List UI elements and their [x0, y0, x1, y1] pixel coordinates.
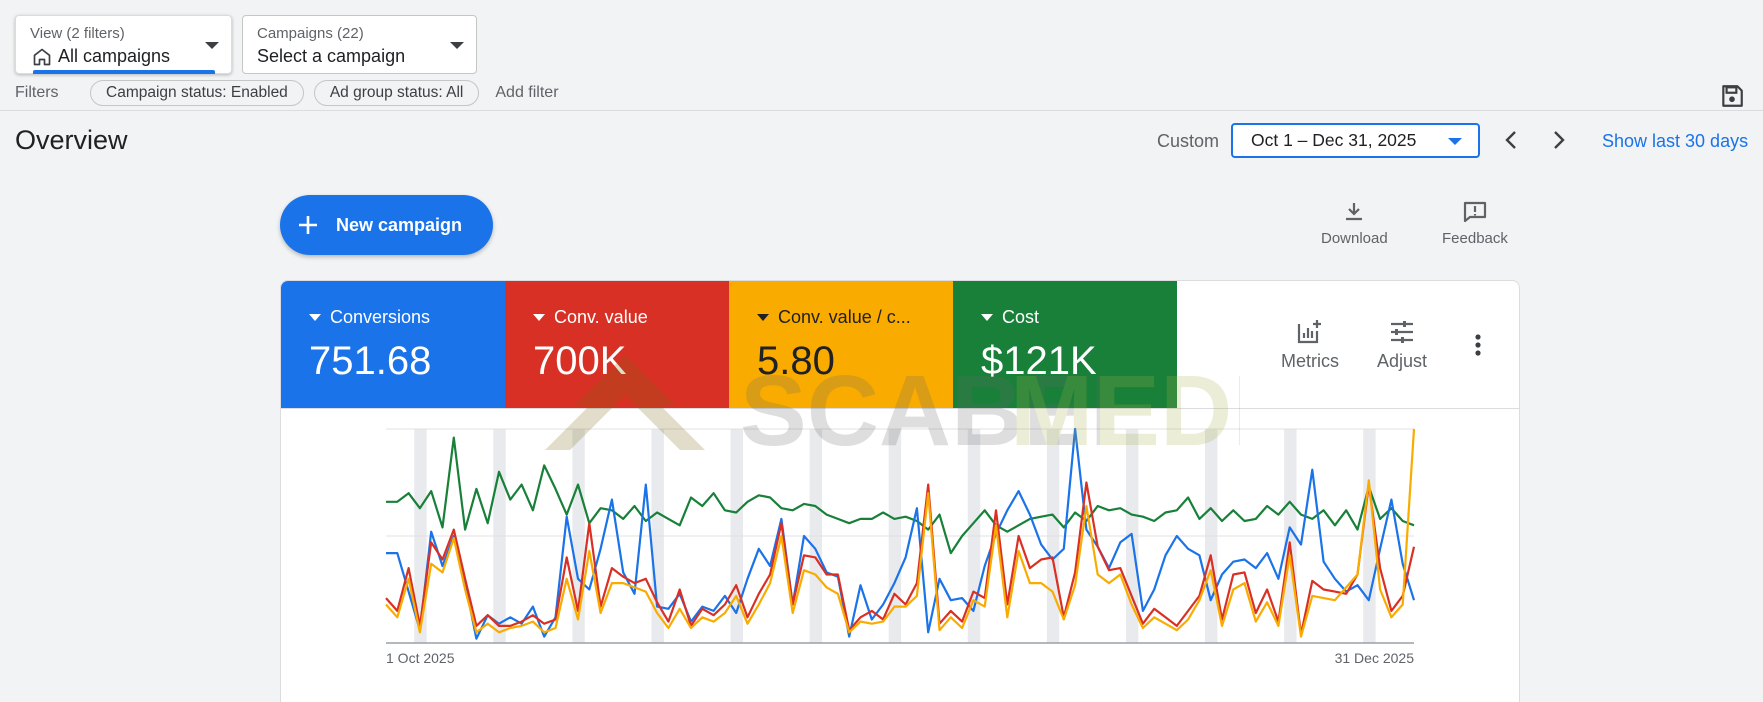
series-line-3: [385, 428, 1416, 638]
caret-down-icon: [309, 314, 321, 321]
adjust-button[interactable]: Adjust: [1377, 319, 1427, 372]
new-campaign-label: New campaign: [336, 214, 463, 235]
x-axis-start-label: 1 Oct 2025: [386, 650, 455, 666]
card-divider: [281, 408, 1519, 409]
overview-card: Conversions 751.68 Conv. value 700K Conv…: [280, 280, 1520, 702]
chevron-down-icon: [205, 42, 219, 49]
download-button[interactable]: Download: [1321, 200, 1388, 247]
scorecard-label: Conv. value / c...: [778, 307, 911, 327]
date-range-picker[interactable]: Oct 1 – Dec 31, 2025: [1231, 123, 1480, 158]
scorecard-conv-value-per-cost[interactable]: Conv. value / c... 5.80: [729, 281, 953, 408]
date-mode-label: Custom: [1157, 131, 1220, 151]
metrics-button[interactable]: Metrics: [1281, 319, 1339, 372]
x-axis-end-label: 31 Dec 2025: [1335, 650, 1415, 666]
download-label: Download: [1321, 230, 1388, 247]
chevron-right-icon[interactable]: [1546, 128, 1570, 152]
scorecard-label: Conv. value: [554, 307, 648, 327]
home-icon: [33, 48, 51, 65]
save-icon[interactable]: [1719, 83, 1745, 109]
performance-line-chart: 1 Oct 2025 31 Dec 2025: [385, 427, 1416, 666]
chevron-down-icon: [450, 42, 464, 49]
scorecard-value: 700K: [533, 339, 627, 383]
scorecard-label: Conversions: [330, 307, 431, 327]
date-range-value: Oct 1 – Dec 31, 2025: [1251, 130, 1417, 150]
page-title: Overview: [15, 125, 128, 155]
caret-down-icon: [981, 314, 993, 321]
view-selector-label: View (2 filters): [30, 25, 125, 42]
filter-chip-ad-group-status[interactable]: Ad group status: All: [313, 79, 480, 106]
add-chart-icon: [1297, 320, 1321, 344]
scorecard-value: $121K: [981, 339, 1097, 383]
campaign-selector[interactable]: Campaigns (22) Select a campaign: [242, 15, 477, 74]
scorecard-cost[interactable]: Cost $121K: [953, 281, 1177, 408]
filters-label: Filters: [15, 83, 59, 101]
caret-down-icon: [757, 314, 769, 321]
plus-icon: [299, 216, 317, 234]
filter-chip-campaign-status[interactable]: Campaign status: Enabled: [90, 79, 304, 106]
feedback-button[interactable]: Feedback: [1442, 200, 1508, 247]
header-divider: [0, 110, 1763, 111]
scorecard-label: Cost: [1002, 307, 1040, 327]
caret-down-icon: [533, 314, 545, 321]
filters-bar: Filters Campaign status: Enabled Ad grou…: [15, 79, 559, 106]
chevron-down-icon: [1448, 138, 1462, 145]
scorecard-value: 751.68: [309, 339, 432, 383]
metrics-label: Metrics: [1281, 351, 1339, 371]
feedback-icon: [1463, 201, 1487, 223]
view-selector[interactable]: View (2 filters) All campaigns: [15, 15, 232, 74]
campaign-selector-label: Campaigns (22): [257, 25, 364, 42]
series-line-0: [386, 436, 1415, 555]
scorecard-conversions[interactable]: Conversions 751.68: [281, 281, 505, 408]
download-icon: [1346, 203, 1363, 221]
series-line-2: [385, 481, 1416, 636]
new-campaign-button[interactable]: New campaign: [280, 195, 493, 255]
tune-icon: [1391, 321, 1414, 343]
campaign-selector-value: Select a campaign: [257, 46, 406, 66]
add-filter-button[interactable]: Add filter: [495, 83, 559, 101]
view-selector-indicator: [33, 70, 215, 74]
feedback-label: Feedback: [1442, 230, 1508, 247]
series-line-1: [386, 427, 1416, 640]
scorecard-conv-value[interactable]: Conv. value 700K: [505, 281, 729, 408]
chevron-left-icon[interactable]: [1500, 128, 1524, 152]
view-selector-value: All campaigns: [58, 46, 171, 66]
adjust-label: Adjust: [1377, 351, 1428, 371]
show-last-30-days-link[interactable]: Show last 30 days: [1602, 131, 1749, 151]
scorecard-value: 5.80: [757, 339, 835, 383]
more-vert-icon[interactable]: [1473, 333, 1483, 357]
